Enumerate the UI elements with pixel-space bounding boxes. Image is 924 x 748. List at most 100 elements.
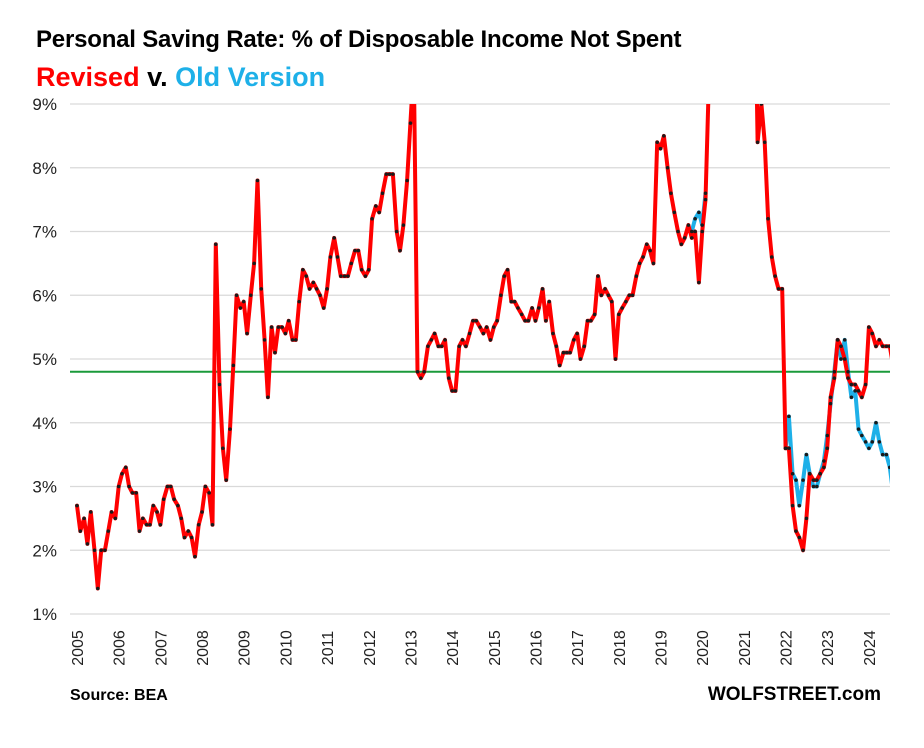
data-point xyxy=(860,395,864,400)
data-point xyxy=(203,484,208,489)
data-point xyxy=(773,274,777,278)
data-point xyxy=(846,376,850,380)
data-point xyxy=(832,369,837,374)
data-point xyxy=(85,542,90,546)
data-point xyxy=(346,274,350,278)
data-point xyxy=(304,274,309,278)
data-point xyxy=(891,364,895,368)
data-point xyxy=(787,446,791,451)
data-point xyxy=(165,484,170,489)
data-point xyxy=(582,344,587,349)
data-point xyxy=(516,306,520,310)
data-point xyxy=(377,210,381,215)
data-point xyxy=(241,299,246,304)
data-point xyxy=(186,529,191,533)
data-point xyxy=(249,293,253,298)
data-point xyxy=(398,248,402,253)
data-point xyxy=(540,287,545,291)
data-point xyxy=(148,522,152,527)
data-point xyxy=(273,350,277,355)
data-point xyxy=(168,484,173,489)
data-point xyxy=(822,459,826,463)
data-point xyxy=(283,331,288,336)
data-point xyxy=(592,312,597,317)
data-point xyxy=(224,478,229,482)
legend-old-version: Old Version xyxy=(175,62,326,92)
data-point xyxy=(867,325,871,329)
data-point xyxy=(446,376,451,380)
x-tick-label: 2008 xyxy=(195,630,212,666)
y-axis-ticks: 1% 2% 3% 4% 5% 6% 7% 8% 9% xyxy=(32,95,57,624)
data-point xyxy=(255,178,260,183)
data-point xyxy=(123,465,128,470)
source-label: Source: BEA xyxy=(70,687,168,704)
y-tick-label: 8% xyxy=(32,159,57,178)
data-point xyxy=(512,299,517,304)
y-tick-label: 5% xyxy=(32,350,57,369)
data-point xyxy=(481,331,486,336)
data-point xyxy=(804,516,809,521)
data-point xyxy=(339,274,343,278)
data-point xyxy=(286,318,291,323)
data-point xyxy=(669,191,673,196)
data-point xyxy=(637,261,642,266)
data-point xyxy=(627,293,632,298)
data-point xyxy=(439,344,444,349)
y-tick-label: 9% xyxy=(32,95,57,114)
data-point xyxy=(526,318,531,323)
data-point xyxy=(655,140,659,145)
data-point xyxy=(328,255,333,259)
data-point xyxy=(801,478,805,482)
data-point xyxy=(575,331,579,336)
data-point xyxy=(259,287,264,291)
chart-title: Personal Saving Rate: % of Disposable In… xyxy=(36,26,682,53)
data-point xyxy=(846,369,850,374)
data-point xyxy=(815,478,819,482)
data-point xyxy=(103,548,107,553)
data-point xyxy=(630,293,635,298)
x-tick-label: 2005 xyxy=(70,630,87,666)
data-point xyxy=(405,178,409,183)
data-point xyxy=(176,503,180,508)
y-tick-label: 1% xyxy=(32,605,57,624)
data-point xyxy=(75,503,79,508)
data-point xyxy=(832,376,837,380)
y-tick-label: 7% xyxy=(32,223,57,242)
x-tick-label: 2014 xyxy=(445,630,462,666)
data-point xyxy=(703,197,708,202)
data-point xyxy=(484,325,489,329)
data-point xyxy=(530,306,534,310)
data-point xyxy=(301,267,305,272)
data-point xyxy=(151,503,156,508)
data-point xyxy=(415,369,420,374)
data-point xyxy=(613,357,618,361)
data-point xyxy=(887,344,890,349)
data-point xyxy=(557,363,562,368)
data-point xyxy=(596,274,600,278)
data-point xyxy=(363,274,368,278)
data-point xyxy=(387,172,392,176)
data-point xyxy=(801,548,805,553)
data-point xyxy=(658,146,663,151)
data-point xyxy=(380,191,385,196)
data-point xyxy=(217,382,222,387)
data-point xyxy=(460,338,465,342)
data-point xyxy=(766,216,770,221)
data-point xyxy=(609,299,614,304)
data-point xyxy=(804,452,809,457)
data-point xyxy=(280,325,284,329)
legend-separator: v. xyxy=(139,62,176,92)
data-point xyxy=(780,287,785,291)
data-point xyxy=(700,229,704,234)
data-point xyxy=(617,312,621,317)
data-point xyxy=(762,140,767,145)
data-point xyxy=(697,280,701,285)
data-point xyxy=(353,248,357,253)
data-point xyxy=(505,267,510,272)
data-point xyxy=(172,497,176,502)
data-point xyxy=(585,318,590,323)
data-point xyxy=(419,376,423,380)
data-point xyxy=(884,452,889,457)
data-point xyxy=(770,255,774,259)
data-point xyxy=(797,535,802,540)
